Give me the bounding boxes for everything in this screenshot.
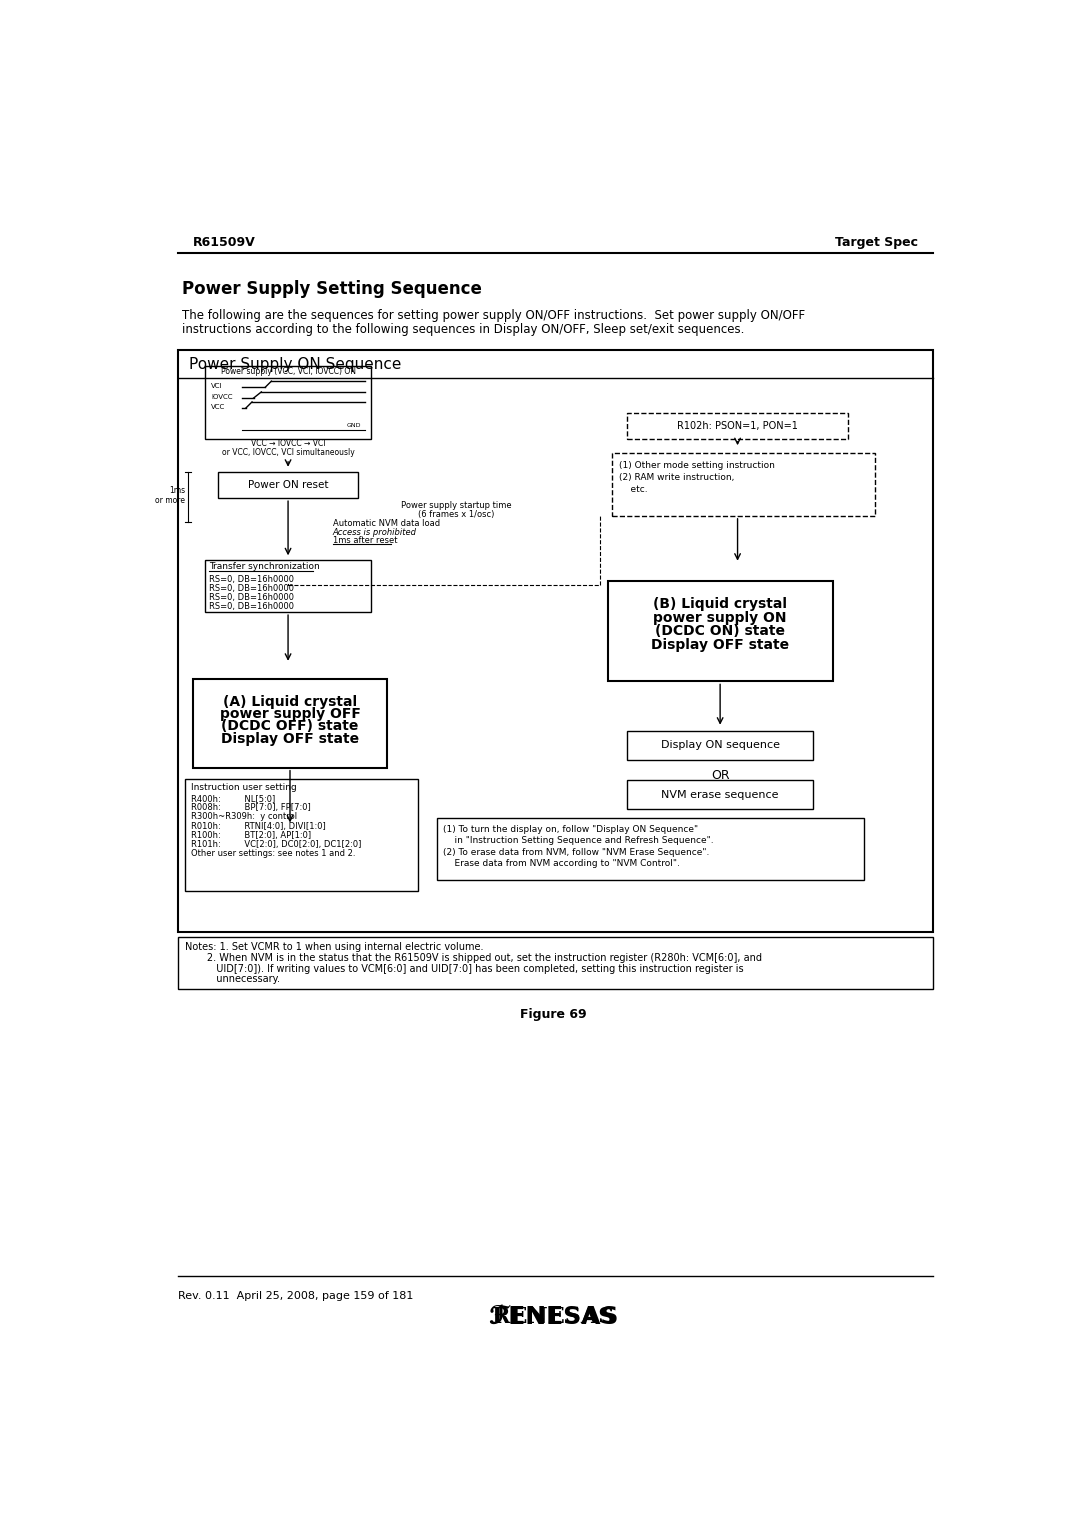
Text: RS=0, DB=16h0000: RS=0, DB=16h0000 (210, 583, 295, 592)
Bar (218, 472, 357, 498)
Text: (2) RAM write instruction,: (2) RAM write instruction, (619, 473, 734, 483)
Bar (611, 452, 875, 516)
Text: Display OFF state: Display OFF state (651, 638, 789, 652)
Bar (205, 560, 372, 612)
Text: (A) Liquid crystal: (A) Liquid crystal (222, 695, 357, 709)
Text: ℱENESAS: ℱENESAS (488, 1304, 619, 1328)
Text: Figure 69: Figure 69 (521, 1008, 586, 1020)
Bar (627, 731, 813, 760)
Bar (627, 780, 813, 809)
Text: VCI: VCI (211, 383, 222, 389)
Text: Display ON sequence: Display ON sequence (661, 741, 780, 750)
Text: R101h:         VC[2:0], DC0[2:0], DC1[2:0]: R101h: VC[2:0], DC0[2:0], DC1[2:0] (191, 840, 361, 849)
Text: R61509V: R61509V (193, 237, 256, 249)
Text: VCC: VCC (211, 403, 226, 409)
Text: (2) To erase data from NVM, follow "NVM Erase Sequence".: (2) To erase data from NVM, follow "NVM … (444, 847, 710, 857)
Text: or VCC, IOVCC, VCI simultaneously: or VCC, IOVCC, VCI simultaneously (221, 449, 354, 457)
Text: RS=0, DB=16h0000: RS=0, DB=16h0000 (210, 574, 295, 583)
Bar (193, 680, 387, 768)
Text: etc.: etc. (619, 486, 648, 495)
Text: Power ON reset: Power ON reset (247, 479, 328, 490)
Bar (437, 818, 864, 880)
Bar (177, 350, 933, 931)
Text: R102h: PSON=1, PON=1: R102h: PSON=1, PON=1 (677, 421, 798, 431)
Text: IOVCC: IOVCC (211, 394, 232, 400)
Text: Target Spec: Target Spec (835, 237, 918, 249)
Bar (205, 366, 372, 438)
Text: RS=0, DB=16h0000: RS=0, DB=16h0000 (210, 602, 295, 611)
Text: GND: GND (347, 423, 362, 428)
Text: RENESAS: RENESAS (492, 1306, 615, 1327)
Text: (DCDC ON) state: (DCDC ON) state (656, 625, 785, 638)
Text: R100h:         BT[2:0], AP[1:0]: R100h: BT[2:0], AP[1:0] (191, 831, 311, 840)
Text: NVM erase sequence: NVM erase sequence (661, 789, 779, 800)
Text: R010h:         RTNI[4:0], DIVI[1:0]: R010h: RTNI[4:0], DIVI[1:0] (191, 822, 325, 831)
Text: Transfer synchronization: Transfer synchronization (210, 562, 320, 571)
Text: R008h:         BP[7:0], FP[7:0]: R008h: BP[7:0], FP[7:0] (191, 803, 311, 812)
Text: R300h~R309h:  y control: R300h~R309h: y control (191, 812, 297, 822)
Text: (DCDC OFF) state: (DCDC OFF) state (221, 719, 359, 733)
Text: (1) To turn the display on, follow "Display ON Sequence": (1) To turn the display on, follow "Disp… (444, 825, 699, 834)
Text: Rev. 0.11  April 25, 2008, page 159 of 181: Rev. 0.11 April 25, 2008, page 159 of 18… (177, 1290, 413, 1301)
Text: or more: or more (156, 496, 186, 504)
Text: 1ms after reset: 1ms after reset (333, 536, 397, 545)
Bar (627, 412, 848, 438)
Text: UID[7:0]). If writing values to VCM[6:0] and UID[7:0] has been completed, settin: UID[7:0]). If writing values to VCM[6:0]… (186, 964, 744, 974)
Bar (186, 779, 418, 890)
Text: RS=0, DB=16h0000: RS=0, DB=16h0000 (210, 592, 295, 602)
Text: instructions according to the following sequences in Display ON/OFF, Sleep set/e: instructions according to the following … (181, 324, 744, 336)
Text: Other user settings: see notes 1 and 2.: Other user settings: see notes 1 and 2. (191, 849, 355, 858)
Text: 2. When NVM is in the status that the R61509V is shipped out, set the instructio: 2. When NVM is in the status that the R6… (186, 953, 762, 964)
Text: Power Supply ON Sequence: Power Supply ON Sequence (189, 357, 402, 371)
Text: Power supply startup time: Power supply startup time (402, 501, 512, 510)
Text: 1ms: 1ms (170, 487, 186, 495)
Text: OR: OR (711, 770, 729, 782)
Text: Access is prohibited: Access is prohibited (333, 527, 417, 536)
Text: The following are the sequences for setting power supply ON/OFF instructions.  S: The following are the sequences for sett… (181, 308, 805, 322)
Text: Automatic NVM data load: Automatic NVM data load (333, 519, 440, 528)
Text: (B) Liquid crystal: (B) Liquid crystal (653, 597, 787, 611)
Bar (177, 938, 933, 989)
Bar (608, 582, 833, 681)
Text: Erase data from NVM according to "NVM Control".: Erase data from NVM according to "NVM Co… (444, 858, 680, 867)
Text: Power Supply Setting Sequence: Power Supply Setting Sequence (181, 279, 482, 298)
Text: (1) Other mode setting instruction: (1) Other mode setting instruction (619, 461, 775, 470)
Text: (6 frames x 1/osc): (6 frames x 1/osc) (418, 510, 495, 519)
Text: VCC → IOVCC → VCI: VCC → IOVCC → VCI (251, 438, 325, 447)
Text: Display OFF state: Display OFF state (221, 731, 359, 745)
Text: power supply ON: power supply ON (653, 611, 787, 625)
Text: Power supply (VCC, VCI, IOVCC) ON: Power supply (VCC, VCI, IOVCC) ON (220, 368, 355, 376)
Text: unnecessary.: unnecessary. (186, 974, 281, 985)
Text: power supply OFF: power supply OFF (219, 707, 361, 721)
Text: in "Instruction Setting Sequence and Refresh Sequence".: in "Instruction Setting Sequence and Ref… (444, 835, 714, 844)
Text: Instruction user setting: Instruction user setting (191, 783, 297, 793)
Text: R400h:         NL[5:0]: R400h: NL[5:0] (191, 794, 275, 803)
Text: Notes: 1. Set VCMR to 1 when using internal electric volume.: Notes: 1. Set VCMR to 1 when using inter… (186, 942, 484, 951)
